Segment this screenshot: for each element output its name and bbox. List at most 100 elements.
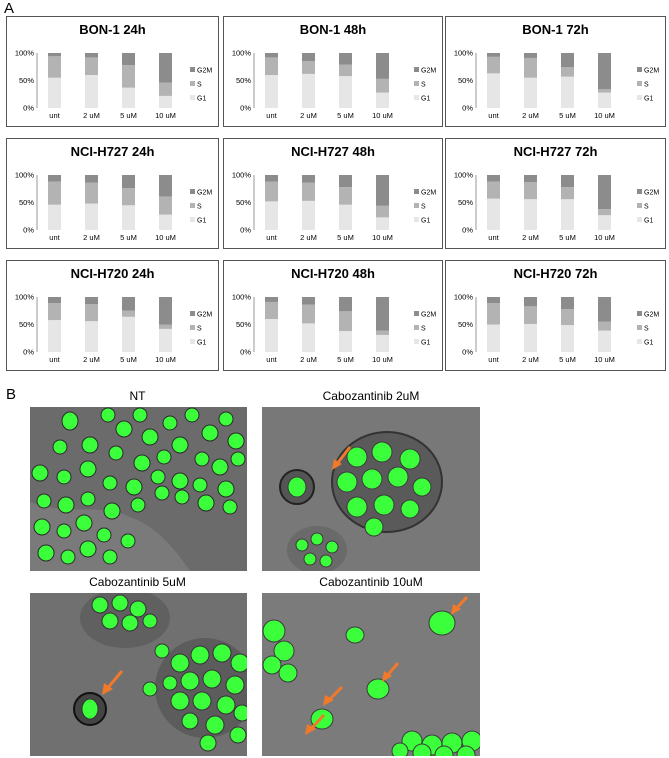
chart-title: BON-1 72h [522, 22, 589, 37]
bar-segment-g2m [159, 53, 172, 83]
bar-segment-s [122, 310, 135, 317]
y-tick-label: 0% [23, 226, 34, 235]
legend-swatch-g1 [414, 339, 419, 344]
fluorescent-cell [373, 494, 395, 516]
fluorescent-cell [181, 712, 199, 730]
legend-swatch-g1 [190, 339, 195, 344]
arrow-2um [332, 446, 352, 470]
y-tick-label: 50% [236, 76, 251, 85]
x-tick-label: 2 uM [300, 233, 317, 242]
fluorescent-cell [218, 411, 234, 427]
fluorescent-cell [262, 619, 286, 643]
chart-svg: 0% 50% 100% unt 2 uM 5 uM 10 uM G2M S G1 [15, 171, 213, 243]
y-tick-label: 100% [15, 171, 35, 180]
legend-label-s: S [421, 82, 426, 89]
chart-panel-5: NCI-H727 48h 0% 50% 100% unt 2 uM 5 uM 10 uM G2M… [223, 138, 443, 249]
legend-label-g2m: G2M [197, 190, 212, 197]
chart-panel-4: NCI-H727 24h 0% 50% 100% unt 2 uM 5 uM 10 uM G2M… [6, 138, 219, 249]
fluorescent-cell [102, 549, 118, 565]
fluorescent-cell [412, 477, 432, 497]
bar-segment-g1 [524, 199, 537, 230]
y-tick-label: 100% [454, 293, 474, 302]
fluorescent-cell [262, 655, 282, 675]
bar-segment-s [487, 181, 500, 199]
bar-segment-g2m [122, 297, 135, 311]
x-tick-label: 2 uM [83, 355, 100, 364]
bar-segment-g2m [265, 53, 278, 58]
bar-segment-s [524, 182, 537, 200]
bar-segment-g1 [85, 321, 98, 352]
bar-segment-s [48, 303, 61, 321]
legend-label-g2m: G2M [197, 312, 212, 319]
legend-swatch-g1 [414, 217, 419, 222]
fluorescent-cell [399, 448, 421, 470]
legend-swatch-s [637, 81, 642, 86]
bar-segment-s [265, 57, 278, 75]
legend-label-s: S [644, 204, 649, 211]
fluorescent-cell [132, 407, 148, 423]
legend-swatch-s [637, 203, 642, 208]
legend-label-s: S [421, 326, 426, 333]
fluorescent-cell [366, 678, 390, 700]
fluorescent-cell [154, 485, 170, 501]
y-tick-label: 0% [462, 104, 473, 113]
fluorescent-cell [79, 460, 97, 478]
fluorescent-cell [79, 540, 97, 558]
y-tick-label: 100% [15, 49, 35, 58]
fluorescent-cell [80, 491, 96, 507]
micrograph-5um [30, 593, 247, 756]
bar-segment-g1 [85, 75, 98, 108]
bar-segment-g1 [159, 214, 172, 230]
fluorescent-cell [310, 532, 324, 546]
micrograph-nt-image [30, 407, 247, 571]
fluorescent-cell [162, 415, 178, 431]
fluorescent-cell [142, 681, 158, 697]
x-tick-label: 2 uM [522, 111, 539, 120]
bar-segment-g2m [302, 53, 315, 62]
fluorescent-cell [346, 496, 368, 518]
arrow-5um [102, 670, 124, 695]
chart-svg: 0% 50% 100% unt 2 uM 5 uM 10 uM G2M S G1 [454, 293, 660, 365]
y-tick-label: 50% [458, 320, 473, 329]
bar-segment-g2m [487, 53, 500, 57]
chart-title: NCI-H720 24h [70, 266, 155, 281]
micrograph-title-nt: NT [129, 389, 146, 403]
x-tick-label: 10 uM [155, 355, 176, 364]
fluorescent-cell [52, 439, 68, 455]
chart-panel-9: NCI-H720 72h 0% 50% 100% unt 2 uM 5 uM 10 uM G2M… [445, 260, 666, 371]
fluorescent-cell [412, 743, 432, 756]
bar-segment-s [339, 311, 352, 332]
x-tick-label: unt [49, 111, 60, 120]
y-tick-label: 50% [458, 198, 473, 207]
bar-segment-s [561, 309, 574, 326]
fluorescent-cell [216, 695, 236, 715]
legend-swatch-g2m [190, 67, 195, 72]
legend-swatch-g2m [414, 189, 419, 194]
micrograph-title-2um: Cabozantinib 2uM [322, 389, 420, 403]
y-tick-label: 0% [240, 104, 251, 113]
micrograph-10um-image [262, 593, 480, 756]
bar-segment-g2m [265, 297, 278, 302]
bar-segment-g1 [122, 205, 135, 230]
fluorescent-cell [171, 436, 189, 454]
bar-segment-g2m [339, 53, 352, 65]
bar-segment-g1 [85, 203, 98, 230]
bar-segment-s [376, 330, 389, 335]
fluorescent-cell [174, 489, 190, 505]
y-tick-label: 50% [19, 76, 34, 85]
legend-swatch-g2m [414, 311, 419, 316]
bar-segment-g1 [159, 95, 172, 108]
x-tick-label: 10 uM [372, 233, 393, 242]
fluorescent-cell [121, 614, 139, 632]
x-tick-label: 2 uM [522, 233, 539, 242]
fluorescent-cell [201, 424, 219, 442]
bar-segment-g2m [598, 297, 611, 322]
x-tick-label: 2 uM [522, 355, 539, 364]
bar-segment-g2m [85, 297, 98, 305]
legend-label-g2m: G2M [644, 190, 659, 197]
bar-segment-g1 [598, 92, 611, 108]
legend-swatch-g2m [190, 189, 195, 194]
chart-title: NCI-H720 72h [513, 266, 598, 281]
micrograph-title-5um: Cabozantinib 5uM [89, 575, 186, 589]
fluorescent-cell [346, 446, 368, 468]
